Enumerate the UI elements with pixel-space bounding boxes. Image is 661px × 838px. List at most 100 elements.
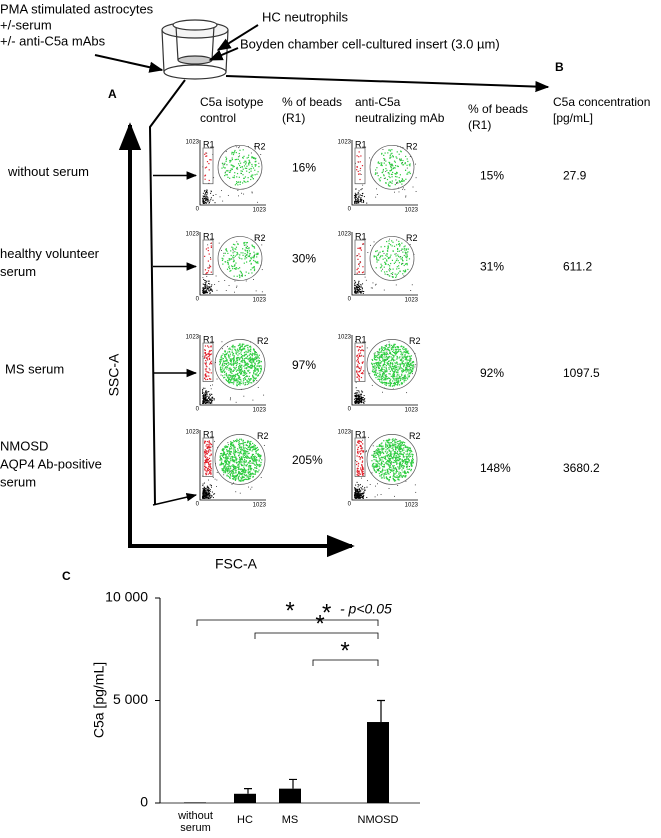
dot: [255, 467, 257, 469]
dot: [376, 167, 378, 169]
dot: [224, 454, 226, 456]
dot: [212, 398, 214, 400]
dot: [363, 491, 365, 493]
dot: [407, 370, 409, 372]
dot: [235, 472, 237, 474]
dot: [381, 164, 383, 167]
dot: [396, 273, 398, 275]
dot: [203, 291, 205, 293]
dot: [222, 455, 224, 457]
dot: [208, 450, 210, 452]
dot: [240, 368, 243, 371]
dot: [391, 463, 392, 465]
dot: [202, 492, 204, 494]
dot: [225, 463, 227, 465]
dot: [253, 445, 255, 447]
dot: [207, 489, 209, 491]
dot: [384, 348, 386, 350]
dot: [249, 162, 251, 164]
dot: [354, 497, 356, 499]
dot: [400, 463, 402, 466]
dot: [356, 360, 358, 362]
dot: [235, 353, 238, 355]
dot: [403, 379, 405, 381]
dot: [398, 449, 400, 451]
dot: [402, 447, 405, 449]
dot: [395, 365, 397, 367]
dot: [230, 456, 232, 458]
axis-min: 0: [348, 207, 352, 213]
dot: [204, 395, 206, 397]
dot: [375, 465, 377, 467]
dot: [210, 289, 212, 291]
dot: [242, 254, 244, 256]
dot: [245, 461, 247, 463]
axis-max: 1023: [338, 335, 352, 341]
dot: [242, 182, 244, 184]
dot: [378, 450, 381, 452]
dot: [372, 463, 374, 466]
dot: [406, 363, 408, 365]
dot: [398, 449, 400, 451]
dot: [238, 274, 241, 276]
dot: [389, 446, 391, 448]
dot: [256, 446, 258, 449]
dot: [247, 478, 249, 481]
dot: [411, 453, 413, 455]
dot: [389, 444, 392, 446]
dot: [207, 291, 209, 293]
dot: [240, 364, 242, 366]
dot: [254, 364, 256, 367]
dot: [407, 160, 409, 163]
dot: [395, 472, 397, 474]
dot: [385, 458, 387, 461]
dot: [230, 269, 232, 272]
dot: [377, 365, 379, 367]
dot: [203, 491, 205, 493]
dot: [378, 444, 381, 446]
axis-max: 1023: [405, 208, 419, 214]
dot: [400, 150, 402, 152]
dot: [206, 497, 208, 499]
dot: [239, 276, 241, 279]
dot: [392, 367, 395, 370]
dot: [248, 164, 250, 166]
dot: [358, 451, 360, 453]
dot: [203, 493, 205, 495]
dot: [239, 458, 241, 461]
dot: [239, 365, 242, 368]
dot: [374, 365, 376, 367]
dot: [358, 390, 360, 392]
dot: [360, 285, 362, 287]
dot: [242, 174, 244, 176]
dot: [396, 372, 398, 374]
dot: [386, 350, 388, 352]
dot: [229, 347, 231, 349]
dot: [396, 266, 398, 268]
dot: [234, 456, 236, 458]
dot: [381, 368, 383, 370]
dot: [241, 477, 243, 479]
dot: [223, 467, 225, 469]
dot: [261, 459, 263, 461]
dot: [227, 346, 228, 348]
dot: [203, 402, 205, 404]
dot: [405, 367, 408, 369]
dot: [363, 492, 365, 494]
dot: [381, 265, 383, 267]
dot: [242, 252, 244, 254]
dot: [203, 496, 205, 498]
dot: [246, 344, 248, 346]
dot: [233, 469, 235, 471]
dot: [361, 287, 363, 289]
dot: [372, 369, 374, 371]
dot: [377, 366, 379, 368]
dot: [359, 496, 361, 498]
dot: [206, 468, 209, 470]
dot: [409, 360, 411, 363]
dot: [355, 382, 357, 384]
dot: [239, 275, 241, 277]
dot: [246, 454, 248, 456]
dot: [228, 374, 230, 376]
dot: [359, 489, 361, 491]
